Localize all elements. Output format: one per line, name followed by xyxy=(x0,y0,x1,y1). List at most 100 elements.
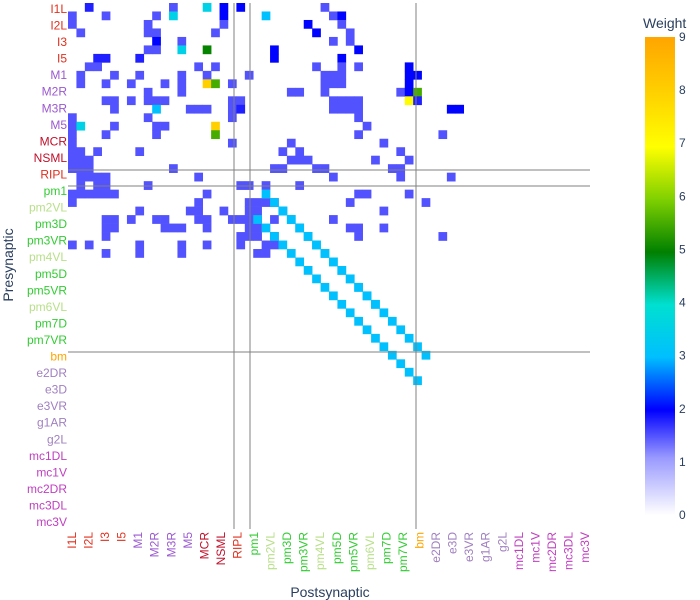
heatmap-cell xyxy=(126,215,136,224)
heatmap-cell xyxy=(219,19,229,29)
heatmap-cell xyxy=(337,266,347,275)
heatmap-cell xyxy=(396,87,406,97)
heatmap-cell xyxy=(345,36,355,46)
x-tick-label: pm1 xyxy=(247,532,261,556)
x-tick-label: I3 xyxy=(98,532,112,542)
heatmap-cell xyxy=(253,198,262,207)
heatmap-cell xyxy=(404,333,414,343)
heatmap-cell xyxy=(152,36,161,46)
heatmap-cell xyxy=(202,215,212,224)
heatmap-cell xyxy=(387,350,397,360)
heatmap-cell xyxy=(303,155,313,165)
heatmap-cell xyxy=(312,28,321,38)
heatmap-cell xyxy=(337,62,347,72)
heatmap-cell xyxy=(76,164,86,173)
heatmap-cell xyxy=(320,164,330,173)
heatmap-cell xyxy=(227,79,237,89)
heatmap-cell xyxy=(329,36,338,46)
heatmap-cell xyxy=(93,62,102,72)
heatmap-cell xyxy=(101,130,111,140)
heatmap-cell xyxy=(362,291,372,301)
heatmap-cell xyxy=(152,130,161,140)
heatmap-cell xyxy=(169,164,178,173)
heatmap-cell xyxy=(320,87,330,97)
x-axis-title: Postsynaptic xyxy=(290,584,369,600)
heatmap-cell xyxy=(194,104,204,114)
x-tick-label: M3R xyxy=(164,532,178,558)
heatmap-cell xyxy=(160,121,170,131)
heatmap-cell xyxy=(455,104,465,114)
y-tick-label: pm1 xyxy=(44,184,68,198)
heatmap-cell xyxy=(404,70,414,80)
heatmap-cell xyxy=(354,189,363,199)
x-tick-label: mc3V xyxy=(578,532,592,563)
heatmap-cell xyxy=(143,28,153,38)
heatmap-cell xyxy=(101,53,111,63)
heatmap-cell xyxy=(101,189,111,199)
heatmap-cell xyxy=(68,138,77,148)
heatmap-cell xyxy=(177,45,187,55)
heatmap-cell xyxy=(135,70,145,80)
x-tick-label: mc1DL xyxy=(512,532,526,570)
colorbar-tick-label: 5 xyxy=(679,242,686,256)
heatmap-cell xyxy=(345,104,355,114)
heatmap-cell xyxy=(143,45,153,55)
y-tick-label: pm7VR xyxy=(27,333,67,347)
y-tick-label: pm2VL xyxy=(29,201,67,215)
colorbar-title: Weight xyxy=(643,15,686,31)
heatmap-cell xyxy=(438,130,448,140)
heatmap-cell xyxy=(160,223,170,233)
x-tick-label: I1L xyxy=(65,532,79,549)
heatmap-cell xyxy=(362,189,372,199)
heatmap-cell xyxy=(244,223,254,233)
heatmap-cell xyxy=(413,87,422,97)
y-axis-title: Presynaptic xyxy=(0,228,16,301)
heatmap-cell xyxy=(329,215,338,224)
heatmap-cell xyxy=(404,155,414,165)
heatmap-cell xyxy=(261,198,271,207)
y-tick-label: pm3D xyxy=(35,217,67,231)
heatmap-cell xyxy=(101,215,111,224)
heatmap-cell xyxy=(93,189,102,199)
heatmap-cell xyxy=(354,130,363,140)
heatmap-cell xyxy=(354,232,363,241)
heatmap-cell xyxy=(110,121,119,131)
heatmap-cell xyxy=(337,53,347,63)
y-tick-label: I3 xyxy=(57,35,67,49)
heatmap-cell xyxy=(101,249,111,258)
heatmap-cell xyxy=(329,104,338,114)
y-tick-label: I2L xyxy=(50,19,67,33)
heatmap-cell xyxy=(84,62,94,72)
heatmap-cell xyxy=(329,96,338,106)
heatmap-cell xyxy=(354,282,363,292)
heatmap-cell xyxy=(93,53,102,63)
heatmap-cell xyxy=(202,240,212,250)
colorbar-ticks: 0 1 2 3 4 5 6 7 8 9 xyxy=(679,30,686,522)
heatmap-cell xyxy=(219,11,229,21)
heatmap-cell xyxy=(135,147,145,157)
heatmap-cell xyxy=(101,172,111,182)
y-tick-label: pm7D xyxy=(35,316,67,330)
heatmap-cell xyxy=(211,121,220,131)
colorbar-tick-label: 9 xyxy=(679,30,686,44)
heatmap-cell xyxy=(413,96,422,106)
heatmap-cell xyxy=(261,240,271,250)
heatmap-cell xyxy=(236,96,246,106)
colorbar-tick-label: 8 xyxy=(679,83,686,97)
heatmap-cell xyxy=(345,28,355,38)
y-tick-label: NSML xyxy=(34,151,68,165)
x-tick-label: I2L xyxy=(82,532,96,549)
heatmap-cell xyxy=(177,36,187,46)
y-tick-label: g1AR xyxy=(37,416,67,430)
x-tick-label: mc3DL xyxy=(562,532,576,570)
heatmap-cell xyxy=(202,104,212,114)
heatmap-cell xyxy=(194,215,204,224)
heatmap-cell xyxy=(295,223,305,233)
heatmap-cell xyxy=(236,232,246,241)
heatmap-cell xyxy=(253,249,262,258)
heatmap-cell xyxy=(101,96,111,106)
y-tick-label: pm3VR xyxy=(27,234,67,248)
heatmap-cell xyxy=(337,79,347,89)
x-tick-label: pm4VL xyxy=(313,532,327,570)
heatmap-cell xyxy=(76,79,86,89)
